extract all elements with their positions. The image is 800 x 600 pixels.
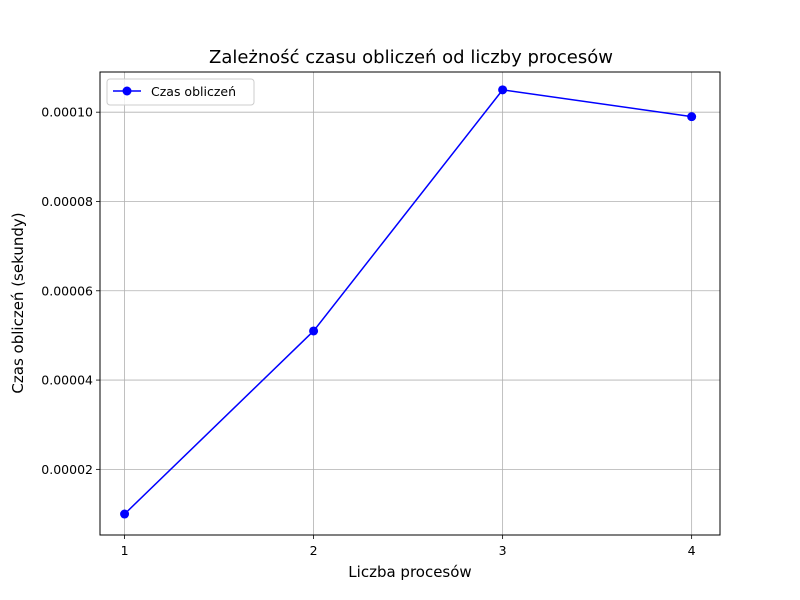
legend-entry-label: Czas obliczeń bbox=[151, 84, 236, 99]
x-tick-label: 4 bbox=[688, 543, 696, 558]
legend: Czas obliczeń bbox=[106, 78, 255, 106]
legend-marker-swatch bbox=[122, 86, 132, 96]
y-tick-label: 0.00008 bbox=[41, 194, 93, 209]
x-tick-label: 2 bbox=[310, 543, 318, 558]
series-layer bbox=[120, 85, 697, 519]
grid-lines bbox=[100, 72, 720, 535]
y-tick-label: 0.00006 bbox=[41, 283, 93, 298]
plot-area-frame bbox=[99, 71, 721, 536]
y-axis-ticks: 0.00002 0.00004 0.00006 0.00008 0.00010 bbox=[41, 105, 100, 477]
y-tick-label: 0.00004 bbox=[41, 373, 93, 388]
chart-title: Zależność czasu obliczeń od liczby proce… bbox=[209, 47, 613, 68]
data-point bbox=[687, 112, 697, 122]
y-axis-label: Czas obliczeń (sekundy) bbox=[9, 212, 27, 393]
y-tick-label: 0.00002 bbox=[41, 462, 93, 477]
series-line bbox=[124, 89, 692, 515]
y-tick-label: 0.00010 bbox=[41, 105, 93, 120]
legend-box bbox=[106, 78, 255, 106]
data-point bbox=[120, 509, 130, 519]
data-point bbox=[498, 85, 508, 95]
x-tick-label: 3 bbox=[499, 543, 507, 558]
x-tick-label: 1 bbox=[121, 543, 129, 558]
x-axis-ticks: 1 2 3 4 bbox=[121, 535, 696, 558]
data-point bbox=[309, 326, 319, 336]
x-axis-label: Liczba procesów bbox=[348, 563, 471, 581]
